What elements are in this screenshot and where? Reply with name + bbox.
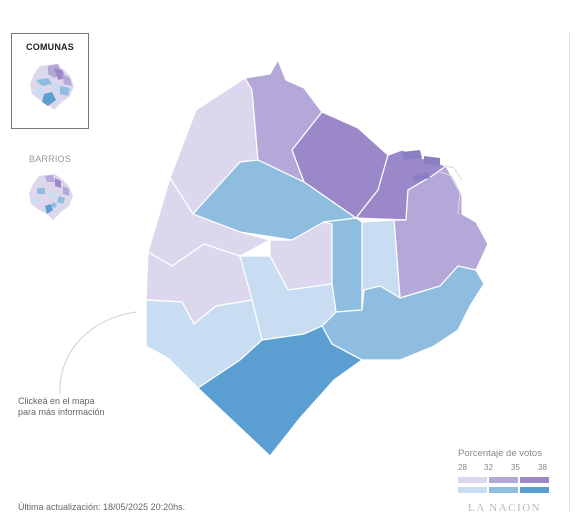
legend-title: Porcentaje de votos: [458, 448, 542, 459]
divider-line: [569, 33, 570, 511]
barrios-thumbnail-map: [29, 174, 73, 220]
legend-swatch: [458, 477, 487, 483]
legend-purple-row: [458, 477, 549, 483]
legend-tick: 28: [458, 463, 467, 472]
legend-swatch: [458, 487, 487, 493]
comunas-toggle-label: COMUNAS: [26, 42, 74, 52]
legend-tick: 38: [538, 463, 547, 472]
brand-logo: LA NACION: [468, 502, 542, 514]
legend-blue-row: [458, 487, 549, 493]
comuna-4[interactable]: [321, 265, 485, 361]
legend-tick: 32: [484, 463, 493, 472]
legend-swatch: [520, 477, 549, 483]
barrios-toggle[interactable]: BARRIOS: [11, 150, 89, 236]
click-hint: Clickeá en el mapa para más información: [18, 396, 105, 418]
last-updated: Última actualización: 18/05/2025 20:20hs…: [18, 502, 186, 512]
barrios-toggle-label: BARRIOS: [29, 154, 71, 164]
legend-swatch: [489, 477, 518, 483]
port-piers: [439, 165, 463, 215]
comunas-thumbnail-map: [30, 64, 74, 110]
legend-tick: 35: [511, 463, 520, 472]
port-docks: [402, 150, 440, 182]
comunas-toggle[interactable]: COMUNAS: [11, 33, 89, 129]
click-hint-line1: Clickeá en el mapa: [18, 396, 95, 406]
click-hint-line2: para más información: [18, 407, 105, 417]
legend-ticks: 28 32 35 38: [458, 463, 548, 473]
legend-swatch: [520, 487, 549, 493]
comuna-8[interactable]: [197, 325, 364, 457]
hint-pointer-line: [59, 311, 137, 395]
legend-swatch: [489, 487, 518, 493]
